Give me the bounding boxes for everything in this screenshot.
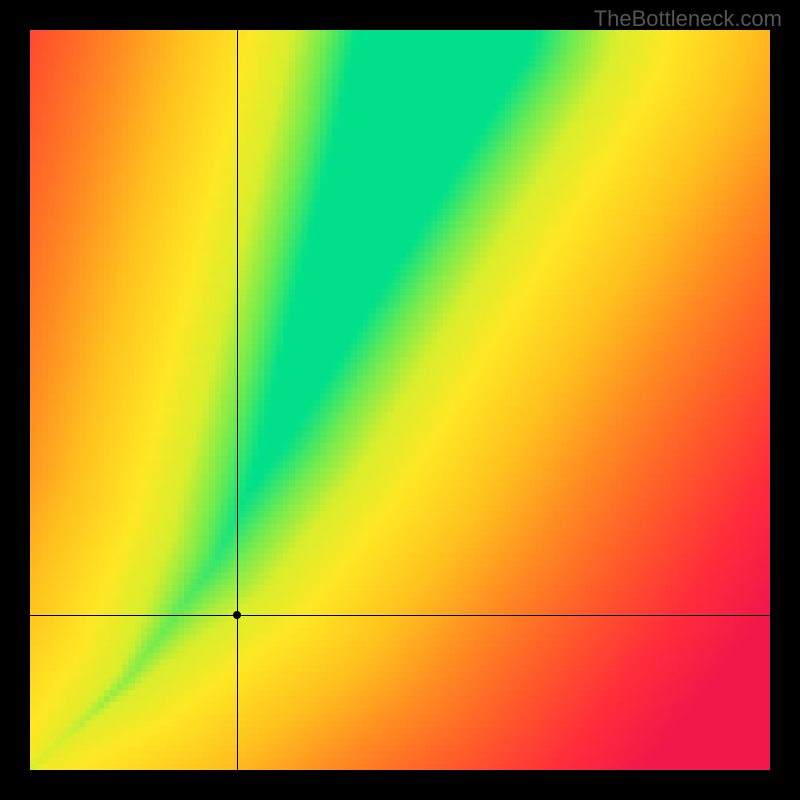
heatmap-canvas bbox=[30, 30, 770, 770]
crosshair-marker-dot bbox=[233, 611, 241, 619]
watermark-text: TheBottleneck.com bbox=[594, 6, 782, 32]
crosshair-horizontal bbox=[30, 615, 770, 616]
heatmap-plot bbox=[30, 30, 770, 770]
crosshair-vertical bbox=[237, 30, 238, 770]
